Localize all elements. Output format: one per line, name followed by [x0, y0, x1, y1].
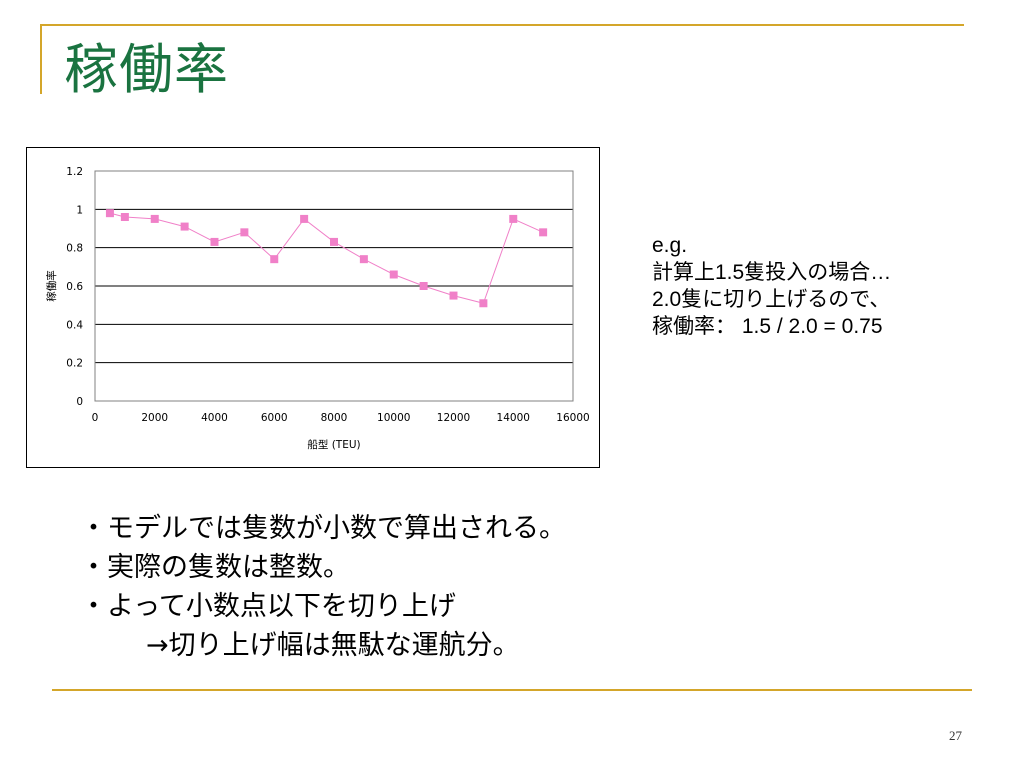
x-tick-label: 4000 — [201, 412, 228, 424]
note-line-3: 2.0隻に切り上げるので、 — [652, 288, 891, 311]
data-point — [479, 299, 488, 308]
title-top-rule — [40, 24, 964, 26]
y-tick-label: 0.4 — [66, 319, 83, 331]
x-tick-label: 14000 — [497, 412, 530, 424]
data-point — [509, 214, 518, 223]
y-tick-label: 0 — [76, 396, 83, 408]
series-line — [109, 212, 544, 304]
data-point — [120, 213, 129, 221]
title-left-rule — [40, 24, 42, 94]
x-tick-label: 6000 — [261, 412, 288, 424]
bullet-list: ・モデルでは隻数が小数で算出される。 ・実際の隻数は整数。 ・よって小数点以下を… — [80, 509, 566, 665]
y-tick-label: 1.2 — [66, 166, 83, 178]
x-tick-label: 16000 — [556, 412, 589, 424]
y-tick-label: 0.8 — [66, 243, 83, 255]
x-axis-title: 船型 (TEU) — [307, 438, 360, 451]
data-point — [270, 255, 279, 264]
x-tick-label: 2000 — [141, 412, 168, 424]
y-tick-label: 0.2 — [66, 358, 83, 370]
data-point — [330, 237, 338, 246]
slide-title: 稼働率 — [64, 38, 229, 101]
data-point — [359, 255, 368, 264]
y-tick-label: 0.6 — [66, 281, 83, 293]
data-point — [419, 282, 428, 290]
x-tick-label: 0 — [92, 412, 99, 424]
data-point — [180, 222, 189, 231]
data-point — [240, 228, 249, 237]
bullet-item: ・モデルでは隻数が小数で算出される。 — [80, 513, 566, 544]
note-line-1: e.g. — [652, 234, 688, 257]
data-point — [105, 209, 114, 218]
x-tick-label: 10000 — [377, 412, 410, 424]
note-line-4: 稼働率： 1.5 / 2.0 = 0.75 — [652, 315, 883, 338]
page-number: 27 — [949, 728, 962, 743]
bullet-item: ・実際の隻数は整数。 — [80, 552, 350, 583]
plot-border — [94, 170, 574, 402]
data-point — [389, 270, 398, 279]
x-tick-label: 8000 — [321, 412, 348, 424]
note-line-2: 計算上1.5隻投入の場合… — [652, 261, 892, 284]
y-tick-label: 1 — [76, 204, 83, 216]
bullet-item: ・よって小数点以下を切り上げ — [80, 591, 456, 622]
data-point — [210, 237, 219, 246]
data-point — [150, 214, 159, 223]
bullet-item: →切り上げ幅は無駄な運航分。 — [146, 630, 520, 661]
chart: 0 0.2 0.4 0.6 0.8 1 1.2 0 2000 4000 6000 8000 10000 1… — [26, 147, 600, 468]
example-note: e.g. 計算上1.5隻投入の場合… 2.0隻に切り上げるので、 稼働率： 1.… — [652, 232, 891, 340]
y-axis-title: 稼働率 — [45, 270, 58, 302]
chart-svg: 0 0.2 0.4 0.6 0.8 1 1.2 0 2000 4000 6000 8000 10000 1… — [45, 166, 590, 451]
data-point — [449, 291, 458, 300]
x-tick-label: 12000 — [437, 412, 470, 424]
data-point — [300, 214, 309, 223]
data-point — [539, 228, 548, 237]
bottom-rule — [52, 689, 972, 691]
